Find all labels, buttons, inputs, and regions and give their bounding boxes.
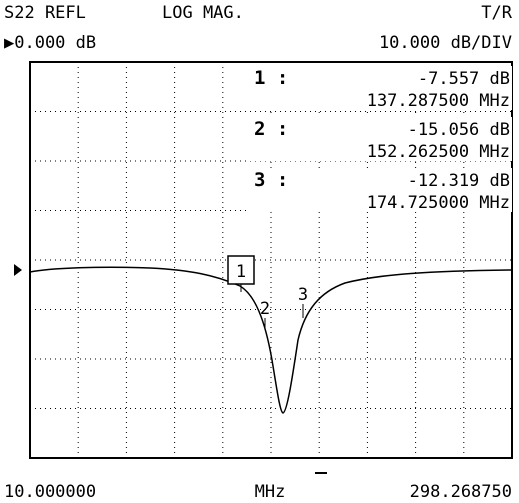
start-frequency: 10.000000	[4, 482, 96, 502]
trace	[29, 266, 513, 414]
reference-level: ▶0.000 dB	[4, 33, 96, 53]
mode: T/R	[481, 3, 512, 23]
scale: 10.000 dB/DIV	[379, 33, 512, 53]
marker-frequency: 152.262500 MHz	[367, 142, 510, 162]
marker-value: -12.319 dB	[408, 171, 510, 191]
format: LOG MAG.	[162, 3, 244, 23]
marker-frequency: 137.287500 MHz	[367, 91, 510, 111]
marker-label: 2 :	[254, 118, 288, 140]
parameter: S22 REFL	[4, 3, 86, 23]
marker-value: -7.557 dB	[418, 69, 510, 89]
readout-bg	[250, 168, 512, 212]
marker-tag: 2	[260, 299, 270, 319]
stop-frequency: 298.268750	[410, 482, 512, 502]
marker-tag: 1	[236, 262, 246, 282]
marker-tag: 3	[298, 285, 308, 305]
readout-bg	[250, 66, 512, 110]
marker-label: 3 :	[254, 169, 288, 191]
marker-value: -15.056 dB	[408, 120, 510, 140]
reference-arrow	[14, 264, 22, 276]
marker-label: 1 :	[254, 67, 288, 89]
plot-frame	[29, 61, 513, 459]
readout-bg	[250, 117, 512, 161]
marker-frequency: 174.725000 MHz	[367, 193, 510, 213]
frequency-unit: MHz	[255, 482, 286, 502]
